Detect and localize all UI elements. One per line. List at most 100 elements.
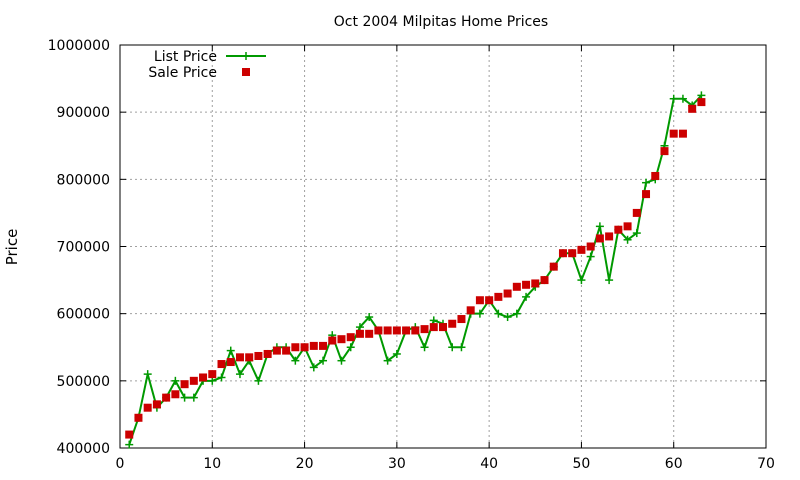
sale-price-point bbox=[143, 403, 152, 412]
list-price-point bbox=[365, 313, 374, 322]
y-tick-label: 500000 bbox=[57, 374, 110, 390]
sale-price-point bbox=[485, 296, 494, 305]
list-price-line bbox=[128, 94, 703, 445]
list-price-point bbox=[448, 343, 457, 352]
sale-price-point bbox=[678, 129, 687, 138]
sale-price-point bbox=[300, 343, 309, 352]
sale-price-point bbox=[171, 390, 180, 399]
x-tick-label: 0 bbox=[116, 456, 125, 472]
sale-price-point bbox=[614, 225, 623, 234]
sale-price-point bbox=[595, 234, 604, 243]
list-price-point bbox=[319, 356, 328, 365]
list-price-point bbox=[457, 343, 466, 352]
list-price-point bbox=[189, 393, 198, 402]
list-price-point bbox=[420, 343, 429, 352]
sale-price-point bbox=[697, 98, 706, 107]
y-tick-label: 1000000 bbox=[48, 38, 110, 54]
list-price-point bbox=[291, 356, 300, 365]
legend-label: List Price bbox=[154, 49, 217, 65]
list-price-point bbox=[355, 323, 364, 332]
sale-price-point bbox=[199, 373, 208, 382]
sale-price-point bbox=[577, 245, 586, 254]
sale-price-point bbox=[180, 380, 189, 389]
y-axis-label: Price bbox=[3, 229, 21, 266]
sale-price-point bbox=[402, 326, 411, 335]
y-tick-label: 400000 bbox=[57, 441, 110, 457]
sale-price-point bbox=[494, 292, 503, 301]
list-price-point bbox=[669, 94, 678, 103]
list-price-point bbox=[503, 313, 512, 322]
list-price-point bbox=[595, 222, 604, 231]
list-price-point bbox=[337, 356, 346, 365]
sale-price-point bbox=[125, 430, 134, 439]
sale-price-point bbox=[291, 343, 300, 352]
sale-price-point bbox=[282, 346, 291, 355]
list-price-point bbox=[235, 370, 244, 379]
sale-price-point bbox=[632, 208, 641, 217]
sale-price-point bbox=[531, 279, 540, 288]
sale-price-point bbox=[605, 232, 614, 241]
y-tick-label: 900000 bbox=[57, 105, 110, 121]
list-price-point bbox=[125, 440, 134, 449]
sale-price-point bbox=[346, 333, 355, 342]
sale-price-point bbox=[558, 249, 567, 258]
sale-price-point bbox=[235, 353, 244, 362]
list-price-point bbox=[208, 376, 217, 385]
list-price-point bbox=[697, 91, 706, 100]
list-price-point bbox=[632, 229, 641, 238]
sale-price-point bbox=[439, 323, 447, 332]
sale-price-point bbox=[355, 329, 364, 338]
list-price-point bbox=[522, 292, 531, 301]
y-tick-label: 700000 bbox=[57, 240, 110, 256]
sale-price-point bbox=[669, 129, 678, 138]
sale-price-point bbox=[651, 171, 660, 180]
list-price-point bbox=[577, 276, 586, 285]
list-price-point bbox=[494, 309, 503, 318]
x-tick-label: 50 bbox=[573, 456, 591, 472]
list-price-point bbox=[226, 346, 235, 355]
x-tick-label: 10 bbox=[203, 456, 221, 472]
sale-price-point bbox=[688, 104, 697, 113]
list-price-point bbox=[171, 376, 180, 385]
sale-price-point bbox=[309, 341, 318, 350]
sale-price-point bbox=[568, 249, 577, 258]
sale-price-point bbox=[189, 376, 198, 385]
list-price-point bbox=[346, 343, 355, 352]
list-price-point bbox=[623, 235, 632, 244]
list-price-point bbox=[475, 309, 484, 318]
list-price-point bbox=[254, 376, 263, 385]
sale-price-point bbox=[272, 346, 281, 355]
sale-price-point bbox=[328, 336, 337, 345]
sale-price-point bbox=[134, 413, 143, 422]
list-price-point bbox=[180, 393, 189, 402]
list-price-point bbox=[383, 356, 392, 365]
series-sale-price bbox=[125, 98, 706, 439]
sale-price-point bbox=[337, 335, 346, 344]
legend-square-marker bbox=[242, 68, 250, 76]
x-tick-label: 40 bbox=[480, 456, 498, 472]
sale-price-point bbox=[254, 351, 263, 360]
list-price-point bbox=[217, 373, 226, 382]
y-tick-label: 800000 bbox=[57, 172, 110, 188]
sale-price-point bbox=[374, 326, 383, 335]
grid bbox=[120, 45, 766, 448]
sale-price-point bbox=[522, 280, 531, 289]
x-tick-label: 20 bbox=[296, 456, 314, 472]
axes: 0 10 20 30 40 50 60 70 400000 500000 600000 700000 8… bbox=[48, 38, 775, 472]
sale-price-point bbox=[540, 276, 549, 285]
sale-price-point bbox=[392, 326, 401, 335]
sale-price-point bbox=[420, 325, 429, 334]
chart-title: Oct 2004 Milpitas Home Prices bbox=[334, 14, 548, 30]
sale-price-point bbox=[466, 306, 475, 315]
sale-price-point bbox=[152, 400, 161, 409]
y-tick-label: 600000 bbox=[57, 307, 110, 323]
list-price-point bbox=[429, 316, 438, 325]
sale-price-point bbox=[623, 222, 632, 231]
sale-price-point bbox=[383, 326, 392, 335]
sale-price-point bbox=[448, 319, 457, 328]
x-tick-label: 30 bbox=[388, 456, 406, 472]
series bbox=[125, 91, 706, 449]
sale-price-point bbox=[365, 329, 374, 338]
